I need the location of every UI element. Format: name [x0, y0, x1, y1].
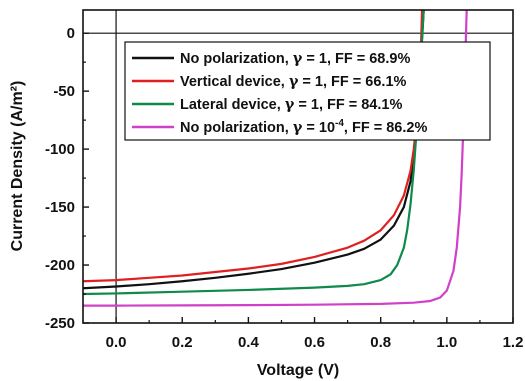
- y-tick-label: -50: [53, 83, 75, 100]
- x-tick-label: 0.6: [304, 334, 325, 351]
- plot-frame: [82, 9, 514, 324]
- legend-label-3: Lateral device, γ = 1, FF = 84.1%: [180, 96, 402, 113]
- x-tick-label: 0.2: [172, 334, 193, 351]
- legend-label-1: No polarization, γ = 1, FF = 68.9%: [180, 50, 410, 67]
- y-tick-label: -200: [45, 257, 75, 274]
- series-line-4: [83, 10, 468, 307]
- x-axis-ticks: 0.0 0.2 0.4 0.6 0.8 1.0 1.2: [82, 317, 524, 351]
- reference-lines: [83, 10, 513, 323]
- legend-label-2: Vertical device, γ = 1, FF = 66.1%: [180, 73, 407, 90]
- y-axis-ticks: 0 -50 -100 -150 -200 -250: [45, 25, 89, 332]
- x-tick-label: 1.0: [436, 334, 457, 351]
- legend: No polarization, γ = 1, FF = 68.9% Vertic…: [124, 41, 491, 141]
- y-tick-label: -150: [45, 199, 75, 216]
- y-tick-label: -250: [45, 315, 75, 332]
- series-line-3: [83, 10, 425, 296]
- legend-label-4: No polarization, γ = 10-4, FF = 86.2%: [180, 118, 427, 136]
- x-tick-label: 1.2: [503, 334, 524, 351]
- x-axis-title: Voltage (V): [257, 362, 339, 379]
- y-axis-title: Current Density (A/m²): [9, 81, 26, 252]
- y-tick-label: 0: [67, 25, 75, 42]
- x-tick-label: 0.4: [238, 334, 260, 351]
- legend-box: [124, 41, 491, 141]
- data-series: [83, 10, 468, 307]
- y-tick-label: -100: [45, 141, 75, 158]
- x-tick-label: 0.0: [106, 334, 127, 351]
- x-tick-label: 0.8: [370, 334, 391, 351]
- series-line-2: [83, 10, 424, 283]
